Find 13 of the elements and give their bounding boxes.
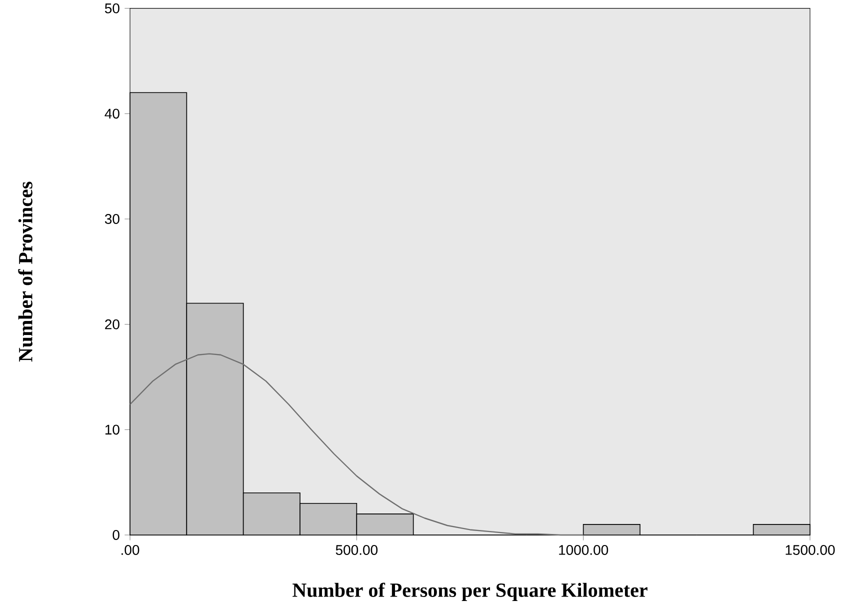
- y-tick-label: 0: [112, 530, 120, 540]
- x-tick-label: .00: [122, 545, 140, 555]
- x-tick-label: 1500.00: [786, 545, 835, 555]
- line-series: [129, 353, 584, 536]
- y-axis-title: Number of Provinces: [18, 182, 32, 362]
- y-tick-label: 20: [105, 319, 120, 330]
- y-tick-label: 40: [104, 108, 120, 119]
- y-tick-label: 10: [105, 424, 120, 435]
- y-tick-label: 50: [104, 3, 120, 14]
- x-tick-label: 500.00: [336, 545, 378, 555]
- y-tick-label: 30: [104, 214, 120, 224]
- x-tick-label: 1000.00: [559, 545, 608, 555]
- x-axis-title: Number of Persons per Square Kilometer: [292, 582, 648, 602]
